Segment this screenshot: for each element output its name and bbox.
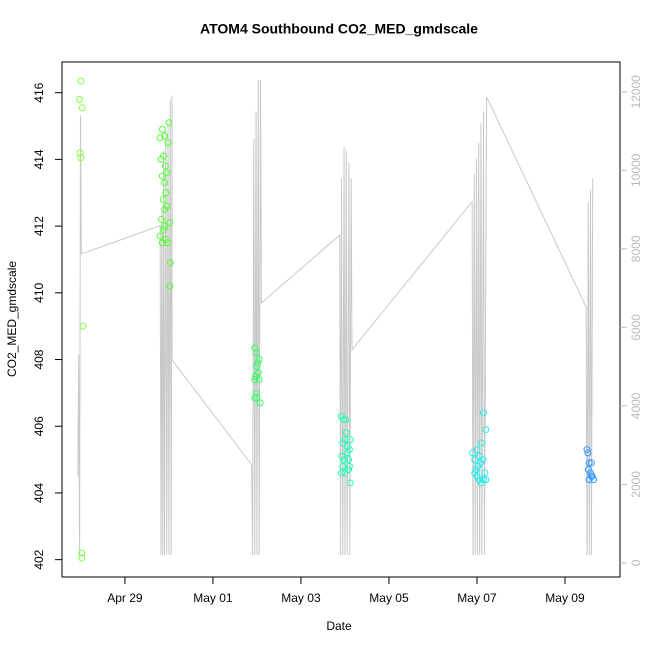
data-point (255, 376, 263, 384)
chart-title: ATOM4 Southbound CO2_MED_gmdscale (200, 21, 478, 37)
data-point (160, 152, 168, 160)
data-point (160, 225, 168, 233)
data-point (253, 394, 261, 402)
data-point (161, 162, 169, 170)
data-point (251, 394, 259, 402)
y-tick-label: 404 (32, 483, 46, 503)
data-point (165, 119, 173, 127)
data-point (77, 154, 85, 162)
data-point (78, 554, 86, 562)
y-tick-label: 414 (32, 149, 46, 169)
x-tick-label: May 01 (193, 591, 233, 605)
y-axis-label: CO2_MED_gmdscale (5, 261, 19, 377)
data-point (252, 349, 260, 357)
data-point (256, 399, 264, 407)
data-point (166, 219, 174, 227)
data-point (471, 456, 479, 464)
y-tick-label: 412 (32, 216, 46, 236)
data-point (482, 476, 490, 484)
data-point (479, 456, 487, 464)
data-point (343, 449, 351, 457)
data-point (254, 369, 262, 377)
data-point (161, 179, 169, 187)
data-point (161, 222, 169, 230)
x-tick-label: May 09 (545, 591, 585, 605)
y-tick-label: 410 (32, 282, 46, 302)
data-point (156, 232, 164, 240)
data-point (346, 479, 354, 487)
data-point (587, 472, 595, 480)
data-point (166, 259, 174, 267)
data-point (79, 322, 87, 330)
y2-tick-label: 0 (629, 559, 643, 566)
data-point (163, 202, 171, 210)
data-point (159, 195, 167, 203)
altitude-line (77, 80, 594, 556)
data-point (163, 169, 171, 177)
data-point (340, 456, 348, 464)
y2-tick-label: 12000 (629, 75, 643, 109)
data-point (480, 476, 488, 484)
data-point (156, 134, 164, 142)
data-point (337, 469, 345, 477)
data-point (344, 466, 352, 474)
data-point (583, 446, 591, 454)
data-point (584, 449, 592, 457)
data-point (346, 436, 354, 444)
data-point (342, 429, 350, 437)
y2-tick-label: 2000 (629, 471, 643, 498)
data-point (164, 139, 172, 147)
x-tick-label: May 05 (369, 591, 409, 605)
data-point (251, 344, 259, 352)
data-point (157, 215, 165, 223)
plot-box (61, 61, 621, 578)
data-point (77, 77, 85, 85)
y2-tick-label: 4000 (629, 392, 643, 419)
x-tick-label: Apr 29 (107, 591, 143, 605)
data-point (345, 462, 353, 470)
data-point (161, 132, 169, 140)
y-tick-label: 402 (32, 549, 46, 569)
data-point (76, 149, 84, 157)
data-point (340, 416, 348, 424)
y2-tick-label: 8000 (629, 235, 643, 262)
data-point (78, 549, 86, 557)
data-point (587, 459, 595, 467)
data-point (251, 376, 259, 384)
data-point (162, 189, 170, 197)
data-point (164, 239, 172, 247)
data-point (482, 426, 490, 434)
data-point (78, 104, 86, 112)
data-point (255, 356, 263, 364)
y-tick-label: 406 (32, 416, 46, 436)
data-point (253, 362, 261, 370)
data-point (76, 95, 84, 103)
x-tick-label: May 07 (457, 591, 497, 605)
data-point (166, 282, 174, 290)
data-point (158, 125, 166, 133)
data-point (473, 446, 481, 454)
data-point (472, 466, 480, 474)
data-point (158, 172, 166, 180)
data-point (587, 469, 595, 477)
y-tick-label: 408 (32, 349, 46, 369)
data-point (252, 389, 260, 397)
data-point (344, 456, 352, 464)
data-point (481, 469, 489, 477)
data-point (585, 459, 593, 467)
data-point (469, 449, 477, 457)
y2-tick-label: 6000 (629, 314, 643, 341)
data-point (341, 436, 349, 444)
x-axis-label: Date (326, 619, 352, 633)
y-tick-label: 416 (32, 82, 46, 102)
data-point (254, 359, 262, 367)
data-point (339, 462, 347, 470)
data-point (342, 416, 350, 424)
x-tick-label: May 03 (281, 591, 321, 605)
y2-tick-label: 10000 (629, 153, 643, 187)
data-point (477, 439, 485, 447)
data-point (480, 409, 488, 417)
